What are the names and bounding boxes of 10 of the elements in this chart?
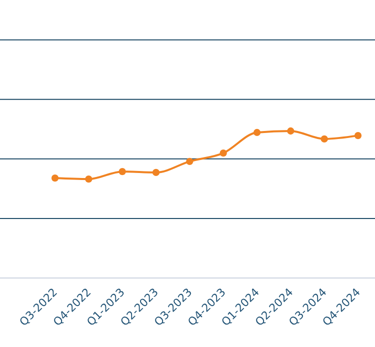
point: [152, 168, 160, 176]
point: [85, 176, 92, 183]
point: [320, 135, 328, 142]
point: [287, 127, 294, 135]
point: [118, 168, 126, 176]
point: [186, 158, 194, 165]
point: [220, 149, 227, 157]
point: [354, 132, 362, 140]
point: [253, 128, 261, 136]
point: [51, 174, 59, 182]
